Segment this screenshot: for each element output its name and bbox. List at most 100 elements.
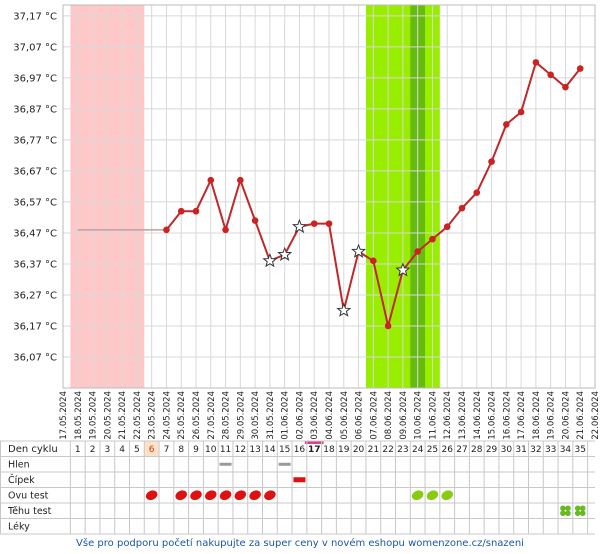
ovu-test-mark (205, 490, 217, 501)
cycle-day: 29 (486, 445, 498, 455)
point (547, 71, 554, 79)
cycle-day: 5 (134, 445, 140, 455)
x-tick-label: 26.05.2024 (192, 391, 202, 440)
preg-test-mark (574, 505, 581, 512)
preg-test-mark (579, 505, 586, 512)
cycle-day: 15 (279, 445, 290, 455)
row-label: Ovu test (8, 491, 49, 502)
cycle-day: 30 (501, 445, 513, 455)
cycle-day: 19 (338, 445, 350, 455)
x-tick-label: 08.06.2024 (384, 391, 394, 440)
y-tick-label: 36,07 °C (13, 352, 57, 363)
x-tick-label: 21.05.2024 (118, 391, 128, 440)
x-tick-label: 03.06.2024 (310, 391, 320, 440)
cycle-day: 18 (323, 445, 335, 455)
y-tick-label: 36,77 °C (13, 135, 57, 146)
x-tick-label: 24.05.2024 (162, 391, 172, 440)
point (251, 217, 259, 224)
cycle-day: 17 (308, 445, 321, 455)
point (532, 59, 540, 66)
x-tick-label: 02.06.2024 (295, 391, 305, 440)
mucus-mark (219, 462, 232, 466)
y-tick-label: 36,27 °C (13, 290, 57, 301)
x-tick-label: 10.06.2024 (414, 391, 424, 440)
y-tick-label: 36,67 °C (13, 166, 57, 177)
marked-day (144, 441, 160, 457)
point (443, 223, 451, 231)
ovu-test-mark (426, 490, 439, 501)
preg-test-mark (560, 505, 566, 512)
point (562, 83, 569, 91)
cycle-day: 34 (560, 445, 572, 455)
x-tick-label: 20.06.2024 (561, 391, 571, 440)
footer: Vše pro podporu početí nakupujte za supe… (76, 537, 524, 549)
point (429, 235, 436, 243)
x-tick-label: 01.06.2024 (281, 391, 291, 440)
cervix-mark (293, 477, 306, 483)
x-tick-label: 15.06.2024 (488, 391, 498, 440)
point (310, 220, 318, 227)
cycle-day: 23 (397, 445, 408, 455)
ovu-test-mark (219, 490, 232, 501)
point (503, 121, 510, 128)
mucus-mark (278, 462, 291, 466)
point (517, 108, 525, 116)
x-tick-label: 20.05.2024 (103, 391, 113, 440)
star-point (291, 218, 307, 234)
cycle-day: 7 (164, 445, 170, 455)
x-tick-label: 28.05.2024 (222, 391, 232, 440)
star-point (277, 246, 293, 262)
x-tick-label: 25.05.2024 (177, 391, 187, 440)
cycle-day: 3 (104, 445, 110, 455)
x-tick-label: 22.06.2024 (591, 391, 600, 440)
plot-frame (62, 4, 596, 389)
point (325, 220, 333, 227)
x-tick-label: 11.06.2024 (428, 391, 438, 440)
x-tick-label: 06.06.2024 (355, 391, 365, 440)
cycle-day: 31 (515, 445, 526, 455)
cycle-day: 9 (193, 445, 199, 455)
x-tick-label: 22.05.2024 (133, 391, 143, 440)
cycle-day: 22 (382, 445, 393, 455)
ovu-test-mark (249, 490, 261, 501)
row-label: Hlen (8, 460, 30, 471)
x-tick-label: 19.06.2024 (547, 391, 557, 440)
ovu-test-mark (441, 490, 453, 501)
x-tick-label: 18.06.2024 (532, 391, 542, 440)
ovu-test-mark (190, 490, 202, 501)
point (207, 176, 215, 184)
preg-test-mark (579, 510, 586, 517)
x-tick-label: 04.06.2024 (325, 391, 335, 440)
star-point (336, 302, 352, 317)
cycle-day: 14 (264, 445, 276, 455)
ovu-test-mark (145, 490, 158, 501)
x-tick-label: 12.06.2024 (443, 391, 453, 440)
point (177, 207, 185, 215)
x-tick-label: 29.05.2024 (236, 391, 246, 440)
star-point (351, 243, 367, 258)
cycle-day: 25 (427, 445, 438, 455)
cycle-day: 16 (294, 445, 306, 455)
cycle-day: 35 (574, 445, 585, 455)
ovu-test-mark (411, 490, 424, 501)
point (414, 248, 421, 255)
cycle-day: 26 (441, 445, 453, 455)
cycle-day: 21 (368, 445, 379, 455)
point (384, 322, 392, 330)
y-tick-label: 37,17 °C (13, 11, 57, 22)
ovu-test-mark (234, 490, 247, 501)
cycle-day: 8 (178, 445, 184, 455)
y-tick-label: 37,07 °C (13, 42, 57, 53)
preg-test-mark (560, 510, 566, 517)
preg-test-mark (565, 510, 571, 517)
cycle-day: 12 (235, 445, 246, 455)
point (237, 176, 244, 184)
x-tick-label: 17.05.2024 (59, 391, 69, 440)
point (458, 204, 466, 212)
x-tick-label: 18.05.2024 (74, 391, 84, 440)
y-tick-label: 36,37 °C (13, 259, 57, 270)
x-tick-label: 19.05.2024 (89, 391, 99, 440)
cycle-day: 2 (90, 445, 96, 455)
x-tick-label: 31.05.2024 (266, 391, 276, 440)
